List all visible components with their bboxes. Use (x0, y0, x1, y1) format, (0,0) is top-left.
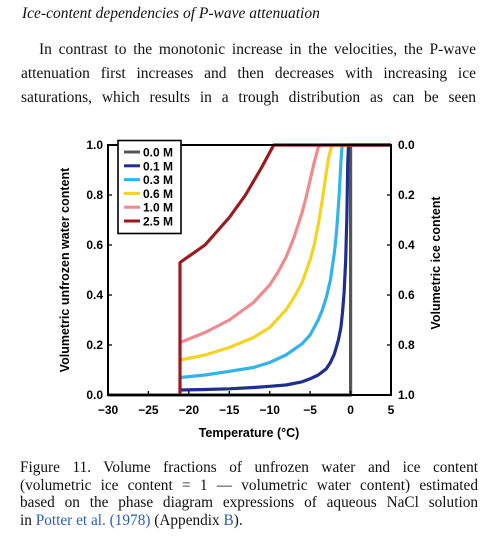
series-line-3 (179, 143, 391, 362)
intro-line: saturations, which results in a trough d… (21, 89, 476, 106)
y-tick-label-right: 0.2 (398, 188, 415, 202)
legend-label: 2.5 M (143, 215, 173, 229)
series-line-4 (179, 143, 391, 344)
appendix-link[interactable]: B (223, 511, 234, 529)
x-tick-label: −20 (179, 403, 200, 417)
caption-text: (Appendix (154, 511, 220, 529)
legend-label: 0.0 M (143, 146, 173, 160)
y-tick-label-right: 1.0 (398, 388, 415, 402)
legend-label: 0.6 M (143, 187, 173, 201)
y-tick-label-right: 0.4 (398, 238, 415, 252)
y-tick-label-left: 1.0 (86, 138, 103, 152)
intro-line: In contrast to the monotonic increase in… (39, 41, 476, 58)
y-tick-label-right: 0.8 (398, 338, 415, 352)
caption-line: (volumetric ice content = 1 — volumetric… (20, 476, 478, 494)
legend-label: 0.3 M (143, 173, 173, 187)
y-tick-label-left: 0.6 (86, 238, 103, 252)
y-tick-label-left: 0.4 (86, 288, 103, 302)
y-tick-label-right: 0.6 (398, 288, 415, 302)
series-line-5 (178, 143, 391, 395)
series-line-2 (179, 143, 391, 380)
intro-line: attenuation first increases and then dec… (21, 65, 476, 82)
legend-label: 0.1 M (143, 159, 173, 173)
x-tick-label: 0 (347, 403, 354, 417)
caption-line: Figure 11. Volume fractions of unfrozen … (20, 459, 478, 476)
reference-link-potter[interactable]: Potter et al. (1978) (35, 511, 151, 529)
y-tick-label-left: 0.2 (86, 338, 103, 352)
y-axis-label-left: Volumetric unfrozen water content (58, 167, 72, 372)
legend-label: 1.0 M (143, 201, 173, 215)
intro-paragraph: In contrast to the monotonic increase in… (21, 38, 476, 110)
x-tick-label: −10 (260, 403, 281, 417)
x-tick-label: 5 (388, 403, 395, 417)
x-tick-label: −25 (138, 403, 159, 417)
caption-text: ). (233, 511, 243, 529)
x-axis-label: Temperature (°C) (199, 426, 300, 440)
plot-frame (107, 144, 392, 396)
caption-line: based on the phase diagram expressions o… (20, 494, 478, 511)
caption-line: in Potter et al. (1978) (Appendix B). (20, 512, 478, 530)
y-axis-label-right: Volumetric ice content (429, 196, 443, 330)
x-tick-label: −15 (219, 403, 240, 417)
section-heading: Ice-content dependencies of P-wave atten… (22, 5, 320, 22)
y-tick-label-left: 0.8 (86, 188, 103, 202)
x-tick-label: −30 (98, 403, 119, 417)
y-tick-label-right: 0.0 (398, 138, 415, 152)
y-tick-label-left: 0.0 (86, 388, 103, 402)
legend-box (117, 139, 182, 235)
figure-caption: Figure 11. Volume fractions of unfrozen … (20, 459, 478, 529)
axis-ticks: −30 −25 −20 −15 −10 −5 0 5 0.0 1.0 0.2 0.8 0.4 0.6 0.6… (86, 138, 415, 417)
caption-text: in (20, 511, 32, 529)
chart-legend: 0.0 M0.1 M0.3 M0.6 M1.0 M2.5 M (117, 139, 182, 235)
x-tick-label: −5 (303, 403, 317, 417)
series-line-1 (179, 143, 391, 392)
